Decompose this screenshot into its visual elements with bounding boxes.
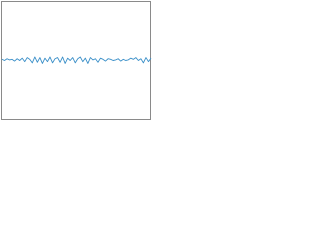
data-line <box>1 56 152 64</box>
page: (() => { const data = JSON.parse(documen… <box>1 1 152 120</box>
chart <box>1 1 152 120</box>
